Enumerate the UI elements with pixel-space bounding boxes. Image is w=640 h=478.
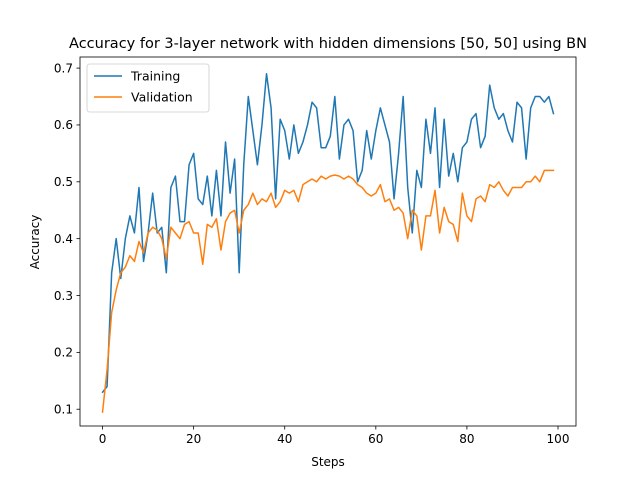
legend-label-validation: Validation (131, 90, 193, 105)
legend-label-training: Training (130, 69, 180, 84)
x-tick-label: 80 (459, 432, 474, 446)
y-axis-label: Accuracy (28, 215, 42, 270)
y-tick-label: 0.2 (54, 346, 73, 360)
y-tick-label: 0.3 (54, 289, 73, 303)
chart-title: Accuracy for 3-layer network with hidden… (69, 36, 587, 52)
y-tick-label: 0.5 (54, 175, 73, 189)
x-axis-ticks: 0 20 40 60 80 100 (99, 426, 570, 446)
y-tick-label: 0.1 (54, 403, 73, 417)
x-tick-label: 20 (186, 432, 201, 446)
y-tick-label: 0.6 (54, 118, 73, 132)
y-tick-label: 0.7 (54, 61, 73, 75)
x-axis-label: Steps (311, 455, 345, 469)
x-tick-label: 100 (547, 432, 570, 446)
plot-frame (79, 56, 577, 427)
x-tick-label: 60 (368, 432, 383, 446)
x-tick-label: 0 (99, 432, 107, 446)
series-layer (101, 73, 555, 413)
series-line-training (101, 73, 555, 394)
y-tick-label: 0.4 (54, 232, 73, 246)
x-tick-label: 40 (277, 432, 292, 446)
y-axis-ticks: 0.1 0.2 0.3 0.4 0.5 0.6 0.7 (54, 61, 80, 417)
legend: Training Validation (86, 63, 210, 113)
series-line-validation (101, 169, 555, 413)
